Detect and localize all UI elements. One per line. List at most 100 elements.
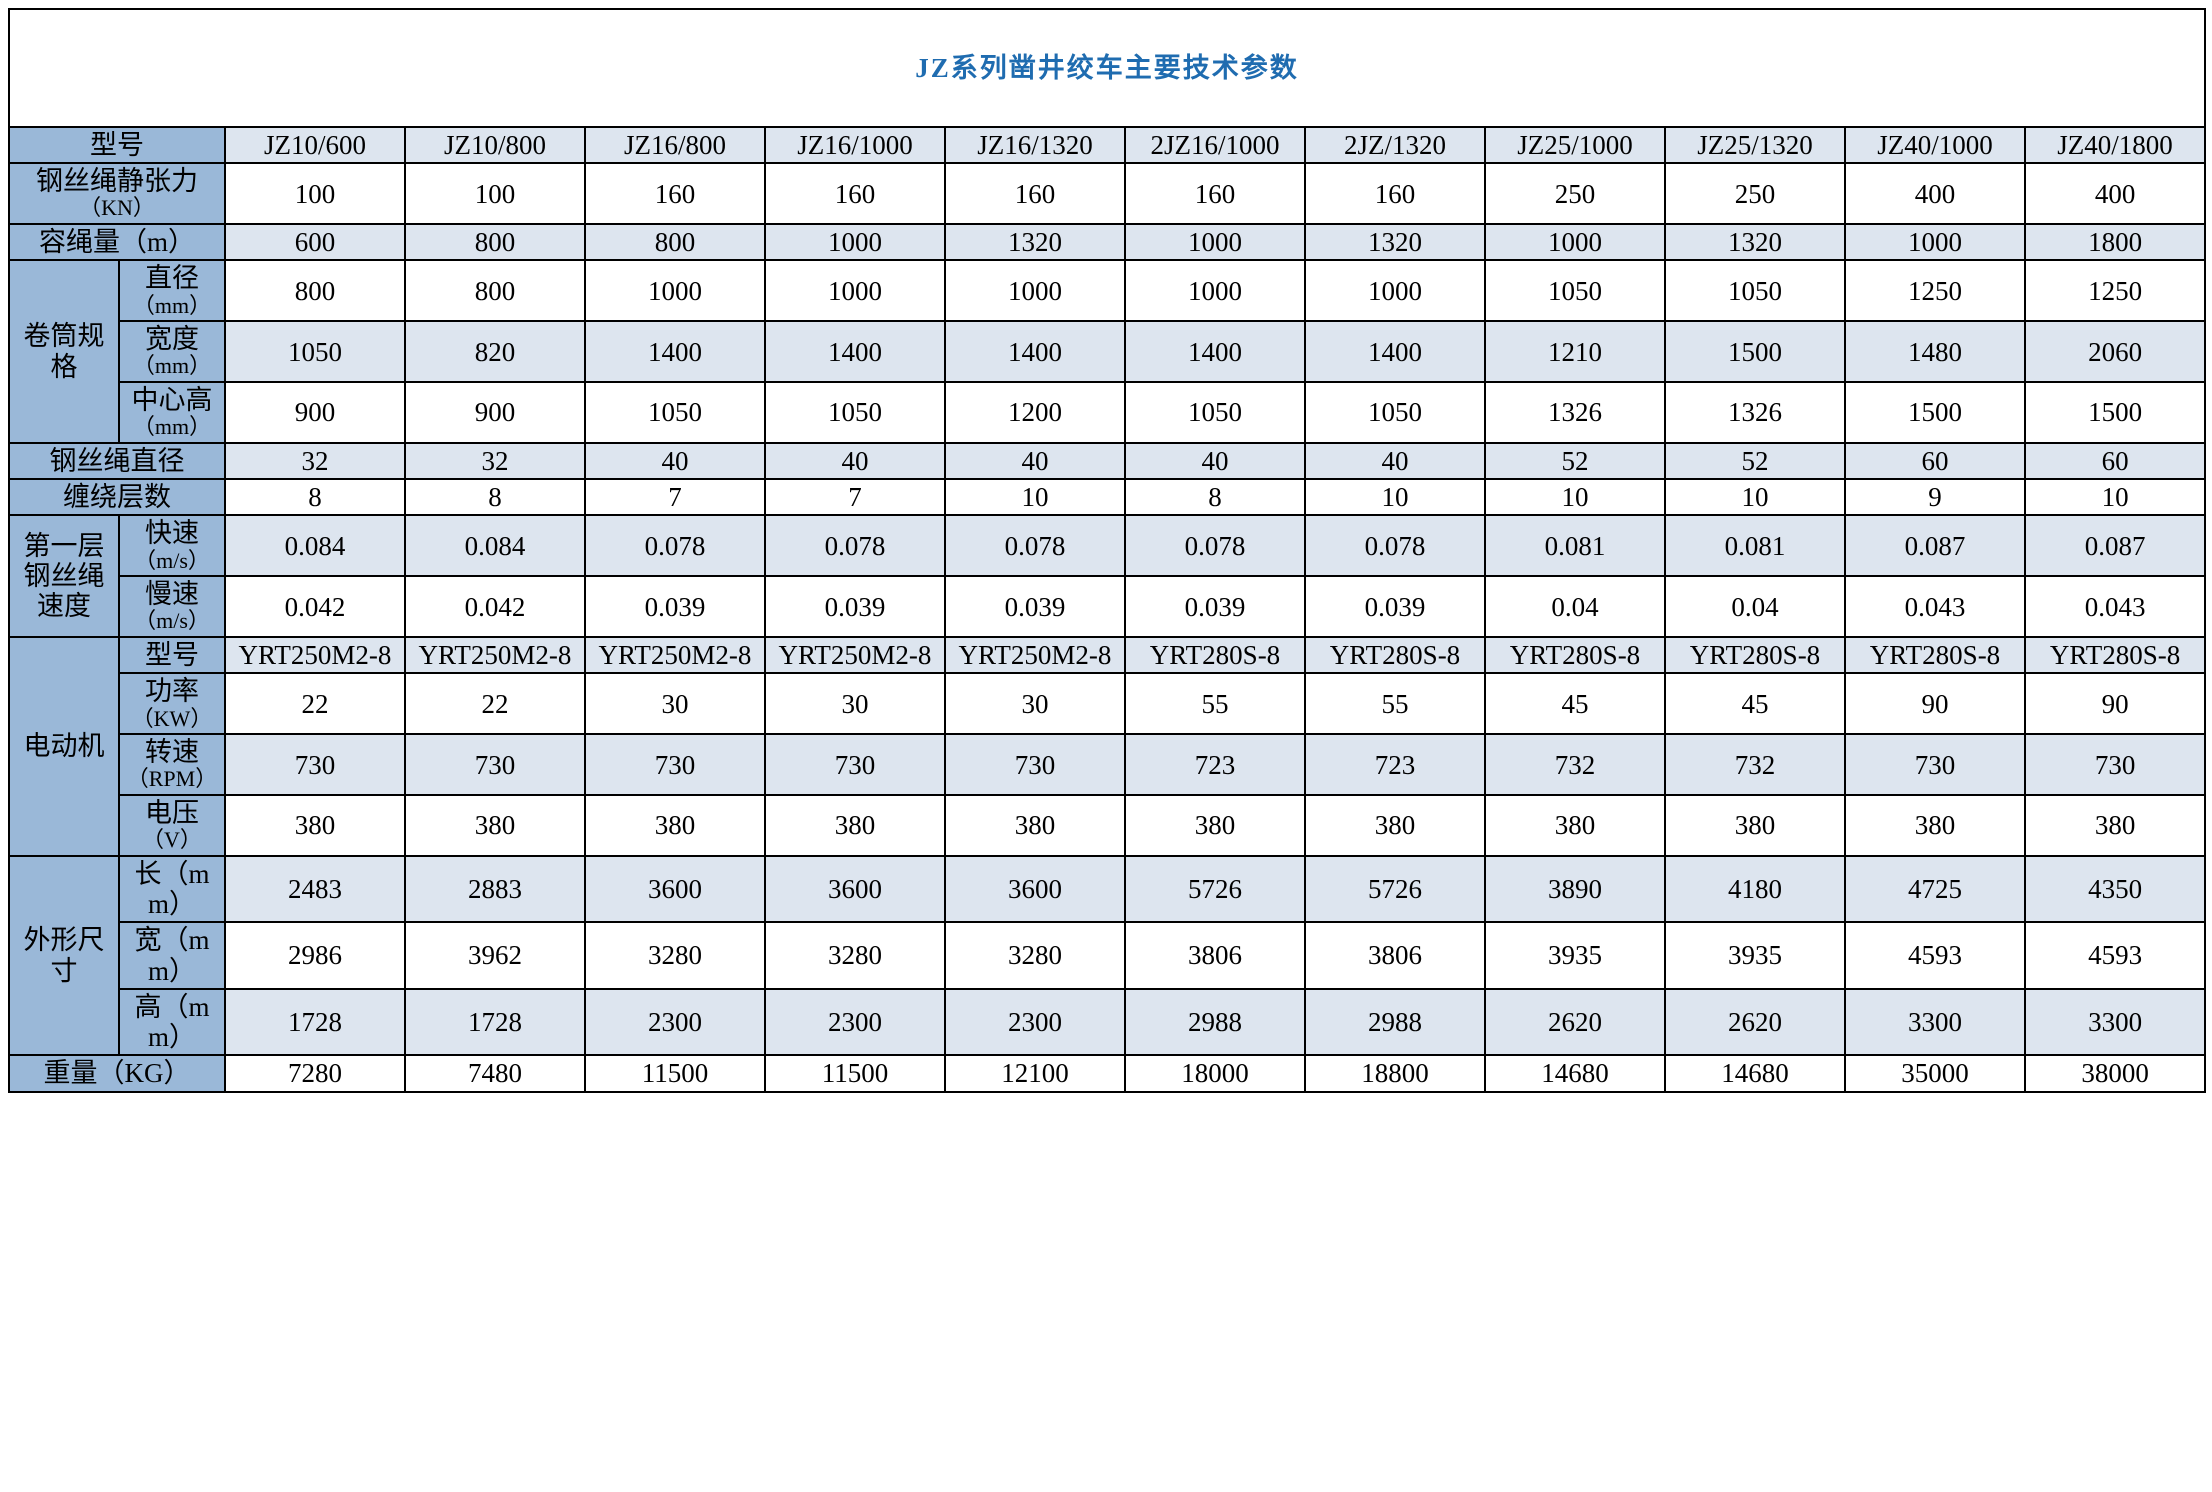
value-cell: 1500 bbox=[1664, 320, 1846, 384]
value-cell: 723 bbox=[1304, 733, 1486, 797]
value-cell: 1400 bbox=[764, 320, 946, 384]
value-cell: 0.078 bbox=[944, 514, 1126, 578]
model-header-3: JZ16/1000 bbox=[764, 125, 946, 165]
value-cell: 900 bbox=[224, 381, 406, 444]
value-cell: 3806 bbox=[1124, 921, 1306, 990]
value-cell: 380 bbox=[764, 794, 946, 857]
model-header-1: JZ10/800 bbox=[404, 125, 586, 165]
value-cell: 1400 bbox=[1304, 320, 1486, 384]
value-cell: 0.043 bbox=[1844, 575, 2026, 639]
model-header-0: JZ10/600 bbox=[224, 125, 406, 165]
value-cell: 55 bbox=[1124, 672, 1306, 736]
value-cell: 160 bbox=[1304, 162, 1486, 226]
spec-row: 高（mm） 1728 1728 2300 2300 2300 2988 2988 2620 262… bbox=[9, 987, 2207, 1057]
value-cell: 0.078 bbox=[764, 514, 946, 578]
value-cell: 2620 bbox=[1484, 987, 1666, 1057]
value-cell: 1500 bbox=[2023, 381, 2207, 444]
value-cell: 1000 bbox=[1304, 259, 1486, 323]
value-cell: YRT250M2-8 bbox=[944, 636, 1126, 675]
page-title: JZ系列凿井绞车主要技术参数 bbox=[7, 8, 2207, 128]
value-cell: 1250 bbox=[2023, 259, 2207, 323]
value-cell: 3600 bbox=[944, 854, 1126, 924]
value-cell: 18000 bbox=[1124, 1054, 1306, 1093]
value-cell: 1000 bbox=[764, 223, 946, 262]
value-cell: 0.078 bbox=[1304, 514, 1486, 578]
value-cell: 3300 bbox=[1844, 987, 2026, 1057]
model-header-7: JZ25/1000 bbox=[1484, 125, 1666, 165]
model-header-5: 2JZ16/1000 bbox=[1124, 125, 1306, 165]
value-cell: 0.081 bbox=[1484, 514, 1666, 578]
value-cell: 1250 bbox=[1844, 259, 2026, 323]
value-cell: 1050 bbox=[584, 381, 766, 444]
spec-row: 外形尺寸 长（mm） 2483 2883 3600 3600 3600 5726 5726 389… bbox=[8, 854, 2207, 1057]
group-label: 卷筒规格 bbox=[8, 259, 120, 444]
value-cell: 3300 bbox=[2023, 987, 2207, 1057]
value-cell: 40 bbox=[584, 441, 766, 481]
value-cell: 52 bbox=[1664, 441, 1846, 481]
value-cell: 800 bbox=[404, 223, 586, 262]
row-label: 容绳量（m） bbox=[8, 223, 226, 262]
group-label: 电动机 bbox=[8, 636, 120, 857]
value-cell: 380 bbox=[1124, 794, 1306, 857]
value-cell: 1400 bbox=[584, 320, 766, 384]
value-cell: 7480 bbox=[404, 1054, 586, 1093]
value-cell: 2988 bbox=[1304, 987, 1486, 1057]
subrow-label: 宽（mm） bbox=[118, 921, 226, 990]
value-cell: 1400 bbox=[1124, 320, 1306, 384]
value-cell: 1050 bbox=[1304, 381, 1486, 444]
value-cell: YRT250M2-8 bbox=[584, 636, 766, 675]
value-cell: 35000 bbox=[1844, 1054, 2026, 1093]
value-cell: 12100 bbox=[944, 1054, 1126, 1093]
group-label: 第一层钢丝绳速度 bbox=[8, 514, 120, 639]
value-cell: 732 bbox=[1484, 733, 1666, 797]
value-cell: 380 bbox=[584, 794, 766, 857]
value-cell: 5726 bbox=[1304, 854, 1486, 924]
value-cell: 250 bbox=[1664, 162, 1846, 226]
value-cell: 10 bbox=[1664, 478, 1846, 517]
value-cell: YRT280S-8 bbox=[1484, 636, 1666, 675]
value-cell: 380 bbox=[1664, 794, 1846, 857]
spec-row: 电动机 型号 YRT250M2-8 YRT250M2-8 YRT250M2-8 YRT25… bbox=[8, 636, 2207, 857]
value-cell: 2986 bbox=[224, 921, 406, 990]
value-cell: 0.078 bbox=[1124, 514, 1306, 578]
value-cell: 2300 bbox=[764, 987, 946, 1057]
value-cell: 0.084 bbox=[404, 514, 586, 578]
weight-row: 重量（KG） 7280 7480 11500 11500 12100 18000 18800 1… bbox=[8, 1054, 2207, 1093]
value-cell: 2300 bbox=[584, 987, 766, 1057]
value-cell: 18800 bbox=[1304, 1054, 1486, 1093]
value-cell: YRT280S-8 bbox=[1304, 636, 1486, 675]
spec-row: 钢丝绳静张力 （KN） 100 100 160 160 160 160 160 250 250 400… bbox=[8, 162, 2207, 226]
value-cell: 38000 bbox=[2023, 1054, 2207, 1093]
spec-table-body: JZ系列凿井绞车主要技术参数 型号 JZ10/600 JZ10/800 JZ16/800… bbox=[7, 8, 2207, 1093]
value-cell: 730 bbox=[2023, 733, 2207, 797]
spec-sheet: JZ系列凿井绞车主要技术参数 型号 JZ10/600 JZ10/800 JZ16/800… bbox=[0, 8, 2212, 1492]
value-cell: 1400 bbox=[944, 320, 1126, 384]
value-cell: 60 bbox=[2023, 441, 2207, 481]
value-cell: 2300 bbox=[944, 987, 1126, 1057]
value-cell: YRT280S-8 bbox=[2023, 636, 2207, 675]
value-cell: 380 bbox=[1304, 794, 1486, 857]
value-cell: 1326 bbox=[1664, 381, 1846, 444]
value-cell: 1000 bbox=[1124, 223, 1306, 262]
value-cell: YRT250M2-8 bbox=[224, 636, 406, 675]
value-cell: 11500 bbox=[764, 1054, 946, 1093]
value-cell: 40 bbox=[1304, 441, 1486, 481]
value-cell: 380 bbox=[1484, 794, 1666, 857]
value-cell: 380 bbox=[2023, 794, 2207, 857]
value-cell: 3935 bbox=[1484, 921, 1666, 990]
value-cell: 730 bbox=[224, 733, 406, 797]
value-cell: 2620 bbox=[1664, 987, 1846, 1057]
value-cell: 8 bbox=[404, 478, 586, 517]
value-cell: 3962 bbox=[404, 921, 586, 990]
model-header-9: JZ40/1000 bbox=[1844, 125, 2026, 165]
value-cell: 730 bbox=[1844, 733, 2026, 797]
value-cell: 0.039 bbox=[584, 575, 766, 639]
value-cell: 22 bbox=[404, 672, 586, 736]
value-cell: 40 bbox=[764, 441, 946, 481]
value-cell: 1000 bbox=[1124, 259, 1306, 323]
value-cell: 1320 bbox=[1304, 223, 1486, 262]
spec-row: 宽（mm） 2986 3962 3280 3280 3280 3806 3806 3935 393… bbox=[9, 921, 2207, 990]
value-cell: 1480 bbox=[1844, 320, 2026, 384]
spec-row: 缠绕层数 8 8 7 7 10 8 10 10 10 9 10 bbox=[8, 478, 2207, 517]
spec-row: 功率 （KW） 22 22 30 30 30 55 55 45 45 90 90 bbox=[9, 672, 2207, 736]
